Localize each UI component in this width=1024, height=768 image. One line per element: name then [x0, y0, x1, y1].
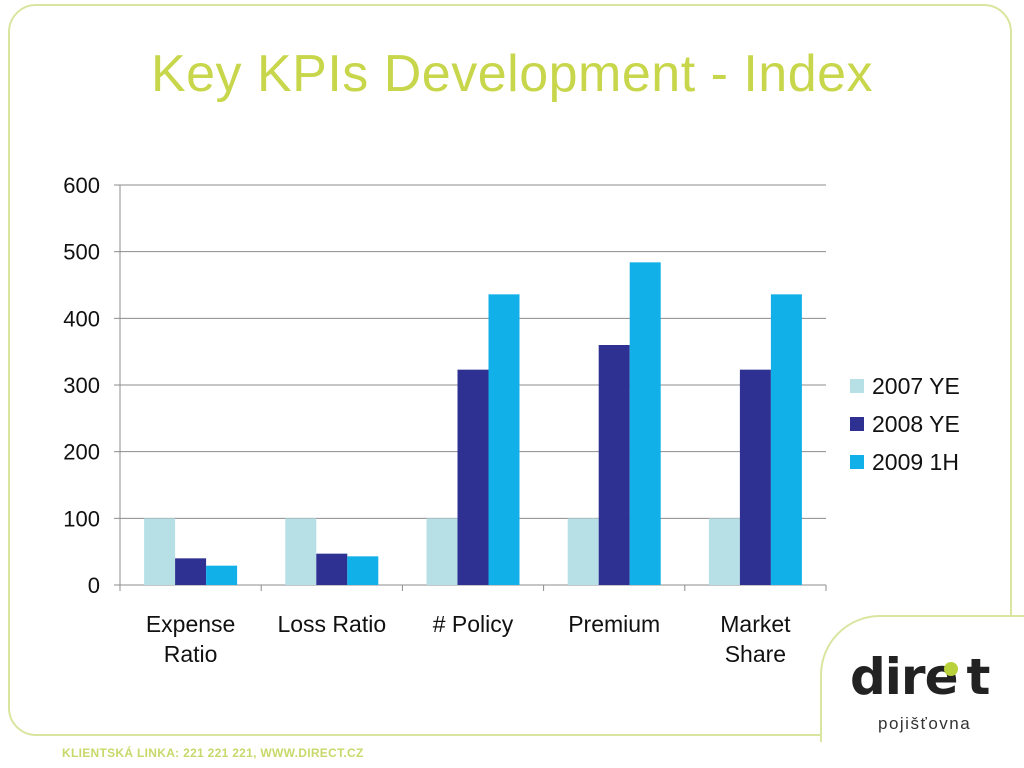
- bar-2008-ye: [175, 558, 207, 585]
- logo-subtitle: pojišťovna: [878, 714, 972, 733]
- bar-2008-ye: [598, 345, 630, 585]
- bar-2009-1h: [206, 565, 238, 585]
- legend-swatch: [850, 455, 864, 469]
- kpi-bar-chart: 0 100 200 300 400 500 600 Expense Ratio Loss Rati…: [63, 173, 960, 667]
- bar-2009-1h: [347, 556, 379, 585]
- bar-2008-ye: [457, 369, 489, 585]
- x-category-label: Share: [725, 641, 786, 667]
- legend-swatch: [850, 417, 864, 431]
- bar-2007-ye: [426, 518, 458, 585]
- bar-2007-ye: [285, 518, 317, 585]
- legend-label: 2007 YE: [872, 373, 960, 399]
- legend-label: 2008 YE: [872, 411, 960, 437]
- footer-contact: KLIENTSKÁ LINKA: 221 221 221, WWW.DIRECT…: [62, 746, 364, 760]
- y-tick-label: 300: [63, 373, 100, 398]
- x-category-label: # Policy: [433, 611, 514, 637]
- y-tick-label: 200: [63, 440, 100, 465]
- y-tick-label: 0: [88, 573, 100, 598]
- bar-2007-ye: [567, 518, 599, 585]
- bar-2008-ye: [739, 369, 771, 585]
- y-tick-label: 500: [63, 240, 100, 265]
- slide-corner-notch: [820, 615, 1024, 742]
- x-category-label: Market: [720, 611, 791, 637]
- bar-2009-1h: [629, 262, 661, 585]
- bar-2009-1h: [770, 294, 802, 585]
- logo-accent-dot: [944, 662, 958, 676]
- y-tick-label: 100: [63, 506, 100, 531]
- legend-label: 2009 1H: [872, 449, 959, 475]
- bar-2009-1h: [488, 294, 520, 585]
- direct-logo: dire t pojišťovna: [850, 648, 1010, 738]
- slide-title: Key KPIs Development - Index: [150, 45, 874, 103]
- x-category-label: Loss Ratio: [277, 611, 386, 637]
- x-category-label: Premium: [568, 611, 660, 637]
- bar-2008-ye: [316, 553, 348, 585]
- bar-2007-ye: [708, 518, 740, 585]
- legend-swatch: [850, 379, 864, 393]
- y-tick-label: 400: [63, 306, 100, 331]
- y-tick-label: 600: [63, 173, 100, 198]
- bar-2007-ye: [144, 518, 176, 585]
- x-category-label: Expense: [146, 611, 236, 637]
- x-category-label: Ratio: [164, 641, 218, 667]
- logo-wordmark: dire t: [850, 648, 990, 706]
